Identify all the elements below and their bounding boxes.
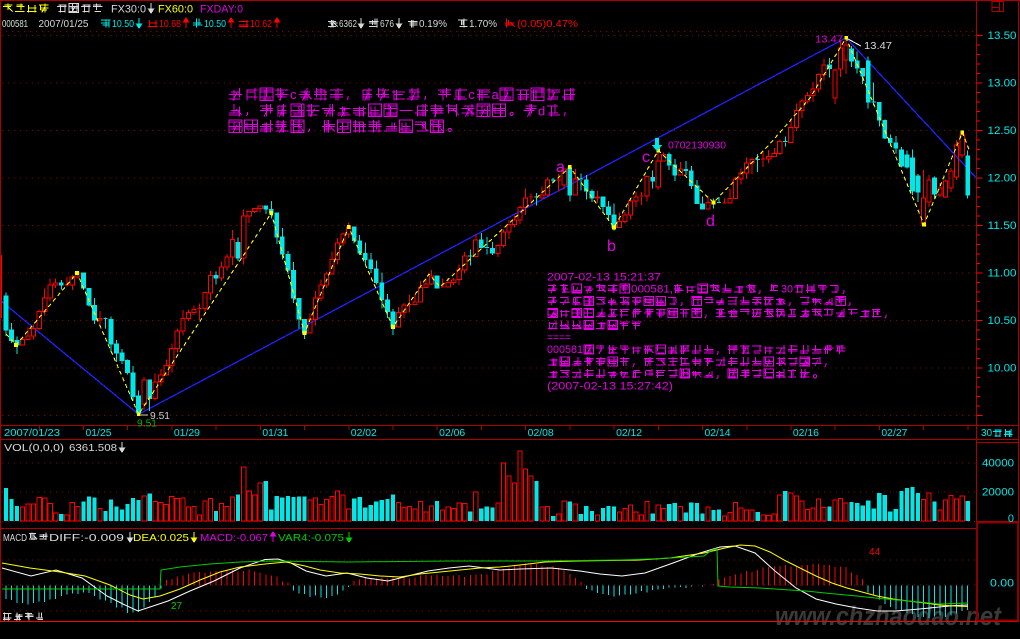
svg-text:DEA:0.025: DEA:0.025 [133, 532, 189, 544]
svg-text:000581: 000581 [547, 344, 583, 356]
svg-text:MACD: MACD [3, 533, 27, 544]
svg-text:10.50: 10.50 [112, 18, 134, 30]
svg-text:FX30:0: FX30:0 [111, 4, 146, 16]
svg-text:13.47: 13.47 [864, 40, 892, 52]
svg-text:10.00: 10.00 [988, 363, 1017, 375]
svg-text:c: c [290, 87, 297, 102]
svg-text:0702130930: 0702130930 [668, 140, 726, 152]
svg-text:10.50: 10.50 [204, 18, 226, 30]
svg-text:VAR4:-0.075: VAR4:-0.075 [278, 532, 344, 544]
svg-text:(2007-02-13 15:27:42): (2007-02-13 15:27:42) [547, 381, 673, 393]
svg-text:2007-02-13 15:21:37: 2007-02-13 15:21:37 [547, 271, 661, 283]
svg-text:0.19%: 0.19% [419, 18, 447, 30]
svg-text:FX60:0: FX60:0 [158, 4, 193, 16]
svg-text:9.51: 9.51 [150, 411, 170, 422]
svg-text:11.00: 11.00 [988, 268, 1017, 280]
svg-text:30: 30 [981, 428, 993, 439]
svg-text:d: d [538, 103, 545, 118]
svg-text:000581: 000581 [2, 18, 28, 30]
svg-text:a: a [556, 159, 565, 176]
svg-text:0: 0 [1008, 513, 1014, 525]
svg-text:6361.508: 6361.508 [69, 442, 117, 454]
svg-text:13.47: 13.47 [815, 34, 843, 46]
svg-text:02/06: 02/06 [439, 428, 465, 439]
svg-text:10.50: 10.50 [988, 315, 1017, 327]
svg-text:c: c [642, 149, 650, 166]
svg-text:13.50: 13.50 [988, 30, 1017, 42]
svg-text:40000: 40000 [982, 458, 1014, 470]
svg-text:d: d [706, 213, 715, 230]
svg-text:a: a [492, 87, 500, 102]
svg-text:27: 27 [171, 601, 183, 612]
svg-text:2007/01/23: 2007/01/23 [4, 428, 60, 439]
svg-text:44: 44 [869, 547, 881, 558]
svg-text:2007/01/25: 2007/01/25 [39, 18, 89, 30]
svg-text:VOL(0,0,0): VOL(0,0,0) [4, 442, 64, 454]
svg-text:10.68: 10.68 [159, 18, 181, 30]
svg-text:000581,: 000581, [631, 284, 673, 296]
svg-text:(0.05)0.47%: (0.05)0.47% [517, 18, 578, 30]
svg-text:30: 30 [781, 284, 793, 296]
svg-text:12.00: 12.00 [988, 173, 1017, 185]
svg-text:02/12: 02/12 [616, 428, 642, 439]
svg-text:12.50: 12.50 [988, 125, 1017, 137]
svg-text:c: c [468, 87, 475, 102]
svg-text:01/31: 01/31 [262, 428, 288, 439]
svg-text:20000: 20000 [982, 487, 1014, 499]
svg-text:13.00: 13.00 [988, 78, 1017, 90]
svg-text:11.50: 11.50 [988, 220, 1017, 232]
svg-text:676: 676 [380, 18, 394, 30]
svg-text:FXDAY:0: FXDAY:0 [200, 4, 243, 16]
svg-text:====: ==== [547, 332, 571, 344]
svg-text:1.70%: 1.70% [469, 18, 497, 30]
svg-text:6362: 6362 [339, 18, 357, 30]
svg-text:02/08: 02/08 [528, 428, 554, 439]
svg-text:02/16: 02/16 [793, 428, 819, 439]
svg-text:b: b [607, 238, 616, 255]
svg-text:02/02: 02/02 [351, 428, 377, 439]
svg-text:0.00: 0.00 [990, 578, 1014, 590]
svg-text:01/25: 01/25 [86, 428, 112, 439]
svg-text:02/14: 02/14 [705, 428, 731, 439]
svg-text:9.51: 9.51 [137, 419, 157, 430]
svg-text:MACD:-0.067: MACD:-0.067 [200, 532, 268, 544]
svg-text:01/29: 01/29 [174, 428, 200, 439]
svg-text:02/27: 02/27 [881, 428, 907, 439]
svg-text:10.62: 10.62 [250, 18, 272, 30]
svg-text:DIFF:-0.009: DIFF:-0.009 [49, 532, 124, 544]
